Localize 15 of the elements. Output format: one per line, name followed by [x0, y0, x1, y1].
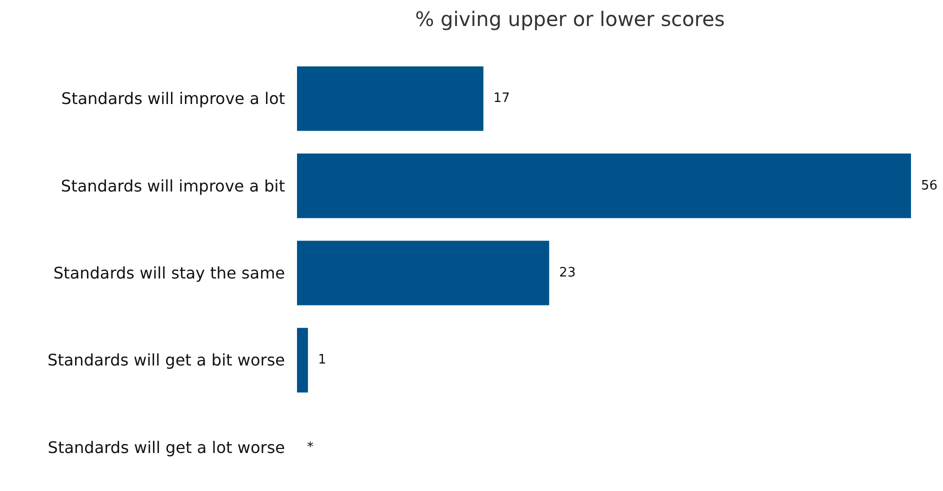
bar	[297, 240, 550, 306]
y-tick-label: Standards will get a lot worse	[48, 438, 285, 457]
y-tick-label: Standards will improve a bit	[60, 176, 285, 196]
bar	[297, 154, 911, 218]
y-tick-label: Standards will get a bit worse	[47, 350, 285, 370]
bar	[297, 328, 308, 392]
data-label: 1	[318, 352, 326, 368]
data-label: 23	[559, 266, 576, 280]
data-label: *	[307, 440, 314, 455]
bar	[297, 66, 484, 131]
data-label: 56	[921, 178, 938, 194]
y-tick-label: Standards will improve a lot	[61, 89, 285, 108]
y-tick-label: Standards will stay the same	[53, 264, 285, 282]
data-label: 17	[493, 91, 510, 106]
chart-title: % giving upper or lower scores	[415, 7, 725, 31]
